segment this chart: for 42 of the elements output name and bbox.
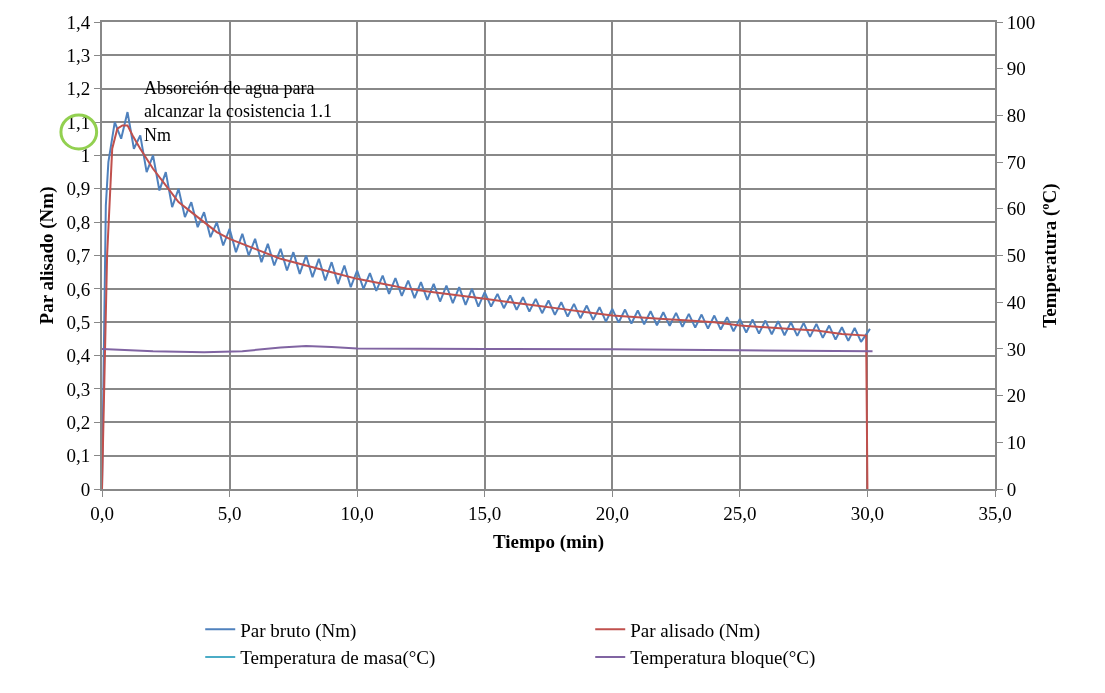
y-tick-label: 0,5 (66, 311, 91, 333)
x-tick-label: 20,0 (595, 502, 629, 524)
y-tick-label: 0,2 (66, 411, 91, 433)
legend-label: Par bruto (Nm) (240, 619, 357, 642)
y-tick-label: 0,7 (66, 245, 91, 267)
y-axis-title: Par alisado (Nm) (35, 186, 58, 325)
x-tick-label: 0,0 (90, 502, 114, 524)
y-tick-label: 0,1 (66, 445, 91, 467)
y-tick-label: 1,2 (66, 78, 91, 100)
x-tick-label: 30,0 (850, 502, 885, 524)
y-tick-label: 0 (80, 478, 91, 500)
x-axis-title: Tiempo (min) (492, 531, 605, 554)
y2-tick-label: 80 (1006, 105, 1026, 127)
y2-tick-label: 40 (1006, 291, 1026, 313)
annotation: Absorción de agua para alcanzar la cosistencia 1.1 Nm (144, 78, 332, 145)
legend-label: Par alisado (Nm) (630, 619, 761, 642)
y2-tick-label: 100 (1006, 11, 1036, 33)
y2-tick-label: 60 (1006, 198, 1026, 220)
y-tick-label: 0,6 (66, 278, 91, 300)
y2-tick-label: 90 (1006, 58, 1026, 80)
x-tick-label: 25,0 (723, 502, 757, 524)
y-tick-label: 1,4 (66, 11, 91, 33)
y2-tick-label: 0 (1006, 478, 1017, 500)
y-tick-label: 1 (80, 145, 91, 167)
x-tick-label: 35,0 (978, 502, 1012, 524)
y2-tick-label: 50 (1006, 245, 1026, 267)
x-tick-label: 15,0 (468, 502, 502, 524)
x-tick-label: 5,0 (217, 502, 242, 524)
y2-tick-label: 30 (1006, 338, 1026, 360)
y-tick-label: 0,8 (66, 211, 91, 233)
y-tick-label: 0,4 (66, 345, 91, 367)
legend-label: Temperatura bloque(°C) (630, 647, 816, 670)
y2-tick-label: 70 (1006, 151, 1026, 173)
y2-tick-label: 20 (1006, 385, 1026, 407)
y-tick-label: 1,3 (66, 45, 91, 67)
legend-label: Temperatura de masa(°C) (240, 647, 436, 670)
x-tick-label: 10,0 (340, 502, 374, 524)
y2-tick-label: 10 (1006, 431, 1026, 453)
y-tick-label: 0,3 (66, 378, 91, 400)
y-tick-label: 0,9 (66, 178, 91, 200)
y2-axis-title: Temperatura (ºC) (1038, 183, 1061, 328)
line-series (102, 345, 874, 354)
